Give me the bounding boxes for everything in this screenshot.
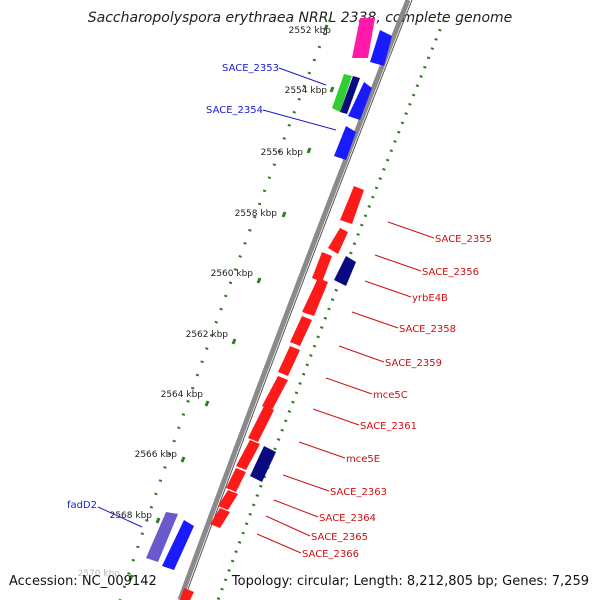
scale-tick	[256, 277, 262, 284]
gene-reverse-red[interactable]	[236, 440, 260, 470]
scale-label: 2566 kbp	[135, 450, 178, 460]
accession-text: Accession: NC_009142	[9, 574, 157, 589]
scale-label: 2564 kbp	[161, 390, 204, 400]
scale-labels: 2552 kbp 2554 kbp 2556 kbp 2558 kbp 2560 kbp…	[78, 26, 332, 579]
gene-forward-blue[interactable]	[162, 520, 194, 570]
gene-label[interactable]: SACE_2356	[422, 267, 479, 278]
genome-backbone	[177, 0, 411, 600]
gene-leader-line	[364, 280, 412, 298]
scale-label: 2554 kbp	[285, 86, 328, 96]
gene-label[interactable]: SACE_2353	[222, 63, 279, 74]
gene-label[interactable]: SACE_2359	[385, 358, 442, 369]
gene-label[interactable]: yrbE4B	[412, 293, 448, 304]
gene-forward-green[interactable]	[332, 74, 352, 112]
gene-reverse-red[interactable]	[290, 316, 312, 346]
gene-leader-line	[282, 474, 330, 492]
scale-tick	[204, 400, 210, 407]
gene-leader-line	[298, 441, 346, 459]
scale-tick	[323, 24, 329, 31]
gene-forward-purple[interactable]	[146, 512, 178, 562]
gene-leader-line	[262, 109, 337, 131]
gene-reverse-red[interactable]	[210, 508, 230, 528]
genome-backbone-edge	[183, 0, 413, 600]
gene-forward-magenta[interactable]	[352, 18, 375, 58]
gene-label[interactable]: SACE_2364	[319, 513, 376, 524]
gene-labels: SACE_2353 SACE_2354 fadD2 SACE_2355 SACE_235…	[67, 63, 492, 560]
gene-label[interactable]: mce5E	[346, 454, 380, 465]
scale-tick	[306, 147, 312, 154]
gene-reverse-red[interactable]	[328, 228, 348, 254]
scale-ticks	[128, 24, 335, 581]
reverse-genes	[180, 186, 364, 600]
scale-label: 2568 kbp	[110, 511, 153, 521]
gene-reverse-red[interactable]	[302, 278, 328, 316]
gene-leader-line	[338, 345, 385, 363]
gene-label[interactable]: SACE_2366	[302, 549, 359, 560]
gene-reverse-red[interactable]	[226, 468, 246, 492]
gene-leader-line	[273, 499, 319, 518]
gene-reverse-red[interactable]	[180, 588, 194, 600]
gene-label[interactable]: SACE_2358	[399, 324, 456, 335]
gene-label-leaders	[97, 67, 435, 554]
forward-genes	[146, 18, 392, 570]
scale-label: 2560 kbp	[211, 269, 254, 279]
gene-leader-line	[387, 221, 435, 239]
scale-tick	[180, 456, 186, 463]
scale-label: 2552 kbp	[289, 26, 332, 36]
gene-reverse-red[interactable]	[262, 376, 288, 410]
gene-forward-blue[interactable]	[370, 30, 392, 66]
gene-label[interactable]: SACE_2355	[435, 234, 492, 245]
gene-forward-blue[interactable]	[334, 126, 356, 160]
gene-reverse-red[interactable]	[248, 406, 274, 442]
scale-label: 2556 kbp	[261, 148, 304, 158]
gene-label[interactable]: SACE_2361	[360, 421, 417, 432]
gene-leader-line	[97, 506, 143, 528]
gene-leader-line	[256, 533, 302, 554]
gene-leader-line	[278, 67, 327, 86]
scale-label: 2558 kbp	[235, 209, 278, 219]
gene-label[interactable]: fadD2	[67, 500, 97, 511]
gene-leader-line	[265, 515, 311, 537]
gene-label[interactable]: SACE_2363	[330, 487, 387, 498]
gene-leader-line	[374, 254, 422, 272]
scale-tick	[281, 211, 287, 218]
gc-content-track-inner	[118, 19, 332, 600]
gene-label[interactable]: SACE_2354	[206, 105, 263, 116]
gene-reverse-red[interactable]	[278, 346, 300, 376]
scale-label: 2570 kbp	[78, 569, 121, 579]
scale-tick	[155, 517, 161, 524]
scale-tick	[128, 574, 134, 581]
scale-label: 2562 kbp	[186, 330, 229, 340]
gene-reverse-red[interactable]	[218, 490, 238, 510]
gene-reverse-red[interactable]	[340, 186, 364, 224]
gene-label[interactable]: mce5C	[373, 390, 408, 401]
gene-reverse-navy[interactable]	[334, 256, 356, 286]
gene-forward-navy[interactable]	[340, 76, 360, 114]
gene-reverse-red[interactable]	[312, 252, 332, 282]
gene-label[interactable]: SACE_2365	[311, 532, 368, 543]
scale-tick	[329, 86, 335, 93]
scale-tick	[231, 338, 237, 345]
topology-text: Topology: circular; Length: 8,212,805 bp…	[231, 574, 589, 589]
gene-reverse-navy[interactable]	[250, 446, 276, 482]
gene-leader-line	[312, 408, 360, 426]
gene-leader-line	[325, 377, 373, 395]
gene-forward-blue[interactable]	[348, 82, 372, 120]
gene-leader-line	[351, 311, 399, 329]
